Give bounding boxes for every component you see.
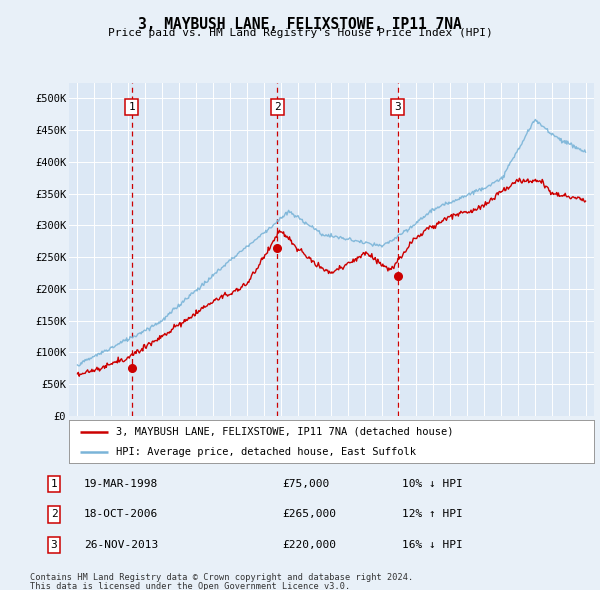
Text: 16% ↓ HPI: 16% ↓ HPI [402, 540, 463, 550]
Text: 12% ↑ HPI: 12% ↑ HPI [402, 510, 463, 519]
Text: 2: 2 [50, 510, 58, 519]
Text: 19-MAR-1998: 19-MAR-1998 [84, 479, 158, 489]
Text: 1: 1 [128, 101, 135, 112]
Text: 3: 3 [50, 540, 58, 550]
Text: 2: 2 [274, 101, 281, 112]
Text: 3: 3 [394, 101, 401, 112]
Text: 3, MAYBUSH LANE, FELIXSTOWE, IP11 7NA: 3, MAYBUSH LANE, FELIXSTOWE, IP11 7NA [138, 17, 462, 31]
Text: HPI: Average price, detached house, East Suffolk: HPI: Average price, detached house, East… [116, 447, 416, 457]
Text: 3, MAYBUSH LANE, FELIXSTOWE, IP11 7NA (detached house): 3, MAYBUSH LANE, FELIXSTOWE, IP11 7NA (d… [116, 427, 454, 437]
Text: 10% ↓ HPI: 10% ↓ HPI [402, 479, 463, 489]
Text: 1: 1 [50, 479, 58, 489]
Text: Price paid vs. HM Land Registry's House Price Index (HPI): Price paid vs. HM Land Registry's House … [107, 28, 493, 38]
Text: This data is licensed under the Open Government Licence v3.0.: This data is licensed under the Open Gov… [30, 582, 350, 590]
Text: £265,000: £265,000 [282, 510, 336, 519]
Text: 18-OCT-2006: 18-OCT-2006 [84, 510, 158, 519]
Text: Contains HM Land Registry data © Crown copyright and database right 2024.: Contains HM Land Registry data © Crown c… [30, 573, 413, 582]
Text: 26-NOV-2013: 26-NOV-2013 [84, 540, 158, 550]
Text: £75,000: £75,000 [282, 479, 329, 489]
Text: £220,000: £220,000 [282, 540, 336, 550]
